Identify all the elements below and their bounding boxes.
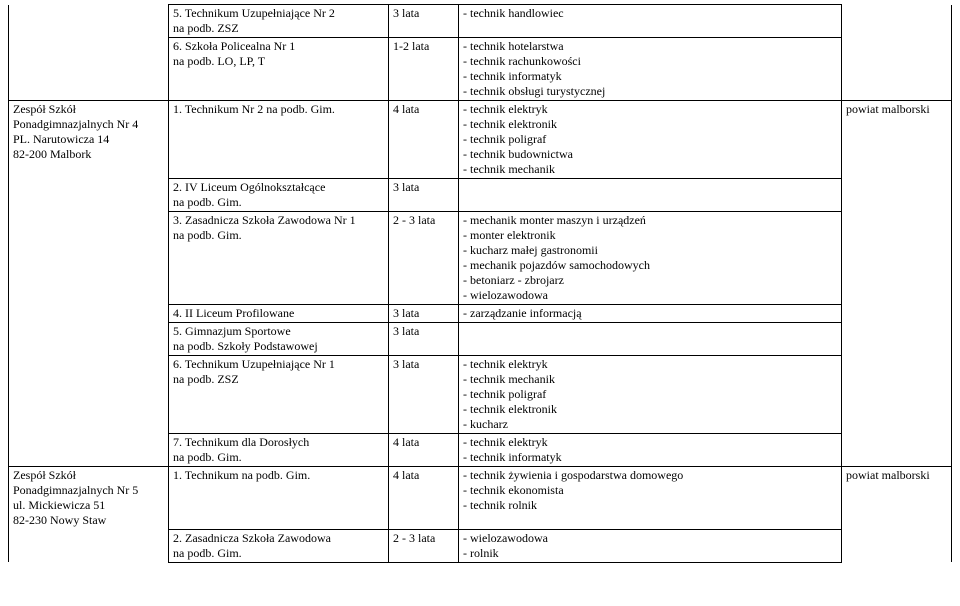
cell: 3 lata — [389, 5, 459, 38]
cell: 3. Zasadnicza Szkoła Zawodowa Nr 1na pod… — [169, 212, 389, 305]
cell: Zespół SzkółPonadgimnazjalnych Nr 4PL. N… — [9, 101, 169, 179]
cell: 5. Technikum Uzupełniające Nr 2na podb. … — [169, 5, 389, 38]
cell: - technik żywienia i gospodarstwa domowe… — [459, 467, 842, 530]
cell — [842, 356, 952, 434]
cell: 2 - 3 lata — [389, 212, 459, 305]
table-row: 5. Gimnazjum Sportowena podb. Szkoły Pod… — [9, 323, 952, 356]
table-row: 2. Zasadnicza Szkoła Zawodowana podb. Gi… — [9, 529, 952, 562]
cell: 1. Technikum Nr 2 na podb. Gim. — [169, 101, 389, 179]
cell: - technik elektryk- technik informatyk — [459, 434, 842, 467]
cell: - wielozawodowa- rolnik — [459, 529, 842, 562]
cell: 4. II Liceum Profilowane — [169, 305, 389, 323]
cell: 3 lata — [389, 305, 459, 323]
cell: - mechanik monter maszyn i urządzeń- mon… — [459, 212, 842, 305]
cell — [9, 212, 169, 305]
cell: Zespół SzkółPonadgimnazjalnych Nr 5ul. M… — [9, 467, 169, 530]
cell: - zarządzanie informacją — [459, 305, 842, 323]
table-row: 4. II Liceum Profilowane3 lata- zarządza… — [9, 305, 952, 323]
cell — [9, 356, 169, 434]
cell: 2 - 3 lata — [389, 529, 459, 562]
cell — [842, 434, 952, 467]
cell: 4 lata — [389, 101, 459, 179]
cell — [9, 529, 169, 562]
cell: powiat malborski — [842, 467, 952, 530]
cell — [459, 179, 842, 212]
cell: 1-2 lata — [389, 38, 459, 101]
table-row: 2. IV Liceum Ogólnokształcącena podb. Gi… — [9, 179, 952, 212]
cell: 6. Technikum Uzupełniające Nr 1na podb. … — [169, 356, 389, 434]
table-row: 6. Szkoła Policealna Nr 1na podb. LO, LP… — [9, 38, 952, 101]
cell: 3 lata — [389, 356, 459, 434]
cell — [842, 179, 952, 212]
cell — [842, 323, 952, 356]
cell: - technik elektryk- technik elektronik- … — [459, 101, 842, 179]
table-row: Zespół SzkółPonadgimnazjalnych Nr 4PL. N… — [9, 101, 952, 179]
table-row: 3. Zasadnicza Szkoła Zawodowa Nr 1na pod… — [9, 212, 952, 305]
cell: 6. Szkoła Policealna Nr 1na podb. LO, LP… — [169, 38, 389, 101]
cell — [842, 38, 952, 101]
cell: 2. IV Liceum Ogólnokształcącena podb. Gi… — [169, 179, 389, 212]
cell: 3 lata — [389, 179, 459, 212]
cell: - technik hotelarstwa- technik rachunkow… — [459, 38, 842, 101]
cell: 5. Gimnazjum Sportowena podb. Szkoły Pod… — [169, 323, 389, 356]
table-row: Zespół SzkółPonadgimnazjalnych Nr 5ul. M… — [9, 467, 952, 530]
cell — [9, 38, 169, 101]
cell — [9, 434, 169, 467]
table-row: 7. Technikum dla Dorosłychna podb. Gim.4… — [9, 434, 952, 467]
cell — [842, 5, 952, 38]
cell: 3 lata — [389, 323, 459, 356]
cell: powiat malborski — [842, 101, 952, 179]
cell: 7. Technikum dla Dorosłychna podb. Gim. — [169, 434, 389, 467]
table-row: 5. Technikum Uzupełniające Nr 2na podb. … — [9, 5, 952, 38]
cell — [9, 323, 169, 356]
cell — [9, 305, 169, 323]
cell: 2. Zasadnicza Szkoła Zawodowana podb. Gi… — [169, 529, 389, 562]
cell: 4 lata — [389, 434, 459, 467]
cell — [842, 212, 952, 305]
cell: 4 lata — [389, 467, 459, 530]
cell — [9, 5, 169, 38]
cell — [842, 305, 952, 323]
cell — [459, 323, 842, 356]
cell: - technik elektryk- technik mechanik- te… — [459, 356, 842, 434]
table-row: 6. Technikum Uzupełniające Nr 1na podb. … — [9, 356, 952, 434]
cell — [9, 179, 169, 212]
cell — [842, 529, 952, 562]
schools-table: 5. Technikum Uzupełniające Nr 2na podb. … — [8, 4, 952, 563]
cell: 1. Technikum na podb. Gim. — [169, 467, 389, 530]
cell: - technik handlowiec — [459, 5, 842, 38]
